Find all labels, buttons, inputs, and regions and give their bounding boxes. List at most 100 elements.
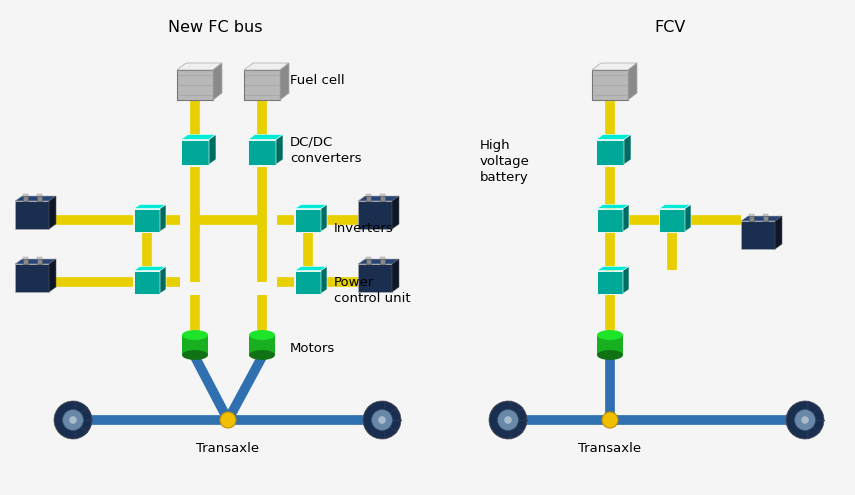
Bar [358,264,392,292]
Polygon shape [597,266,629,270]
Bar [763,214,768,216]
Ellipse shape [182,330,208,340]
Bar [22,194,27,196]
Bar [37,196,42,201]
Text: Inverters: Inverters [334,221,394,235]
Polygon shape [213,63,222,100]
Polygon shape [624,135,631,164]
Circle shape [54,401,92,439]
Bar [15,201,49,229]
Polygon shape [628,63,637,100]
Bar [763,216,768,221]
Bar [380,194,385,196]
Text: New FC bus: New FC bus [168,20,262,36]
Bar [659,208,685,232]
Circle shape [220,412,236,428]
Bar [249,335,275,355]
Polygon shape [592,63,637,70]
Polygon shape [775,216,782,249]
Polygon shape [659,204,691,208]
Bar [295,208,321,232]
Text: Transaxle: Transaxle [579,442,641,455]
Circle shape [363,401,401,439]
Text: High
voltage
battery: High voltage battery [480,140,530,185]
Circle shape [794,409,816,431]
Bar [37,259,42,264]
Polygon shape [209,135,216,164]
Text: Transaxle: Transaxle [197,442,260,455]
Polygon shape [244,63,289,70]
Circle shape [489,401,527,439]
Polygon shape [15,196,56,201]
Bar [592,70,628,100]
Bar [182,335,208,355]
Circle shape [378,416,386,424]
Polygon shape [160,266,166,294]
Polygon shape [181,135,216,140]
Bar [244,70,280,100]
Bar [597,335,623,355]
Circle shape [372,409,392,431]
Text: Motors: Motors [290,343,335,355]
Bar [15,264,49,292]
Circle shape [69,416,77,424]
Polygon shape [134,266,166,270]
Bar [22,196,27,201]
Circle shape [602,412,618,428]
Bar [181,140,209,164]
Bar [37,194,42,196]
Circle shape [62,409,84,431]
Polygon shape [248,135,283,140]
Polygon shape [49,196,56,229]
Polygon shape [597,204,629,208]
Circle shape [786,401,824,439]
Polygon shape [177,63,222,70]
Bar [380,257,385,259]
Text: DC/DC
converters: DC/DC converters [290,136,362,164]
Bar [365,257,370,259]
Bar [248,140,276,164]
Polygon shape [160,204,166,232]
Circle shape [504,416,512,424]
Ellipse shape [597,350,623,360]
Bar [597,208,623,232]
Circle shape [801,416,809,424]
Polygon shape [15,259,56,264]
Bar [295,270,321,294]
Bar [748,216,753,221]
Ellipse shape [249,350,275,360]
Text: FCV: FCV [654,20,686,36]
Polygon shape [295,204,327,208]
Ellipse shape [597,330,623,340]
Polygon shape [358,196,399,201]
Bar [177,70,213,100]
Bar [22,257,27,259]
Bar [597,270,623,294]
Bar [134,208,160,232]
Polygon shape [280,63,289,100]
Polygon shape [134,204,166,208]
Ellipse shape [182,350,208,360]
Polygon shape [741,216,782,221]
Bar [365,194,370,196]
Polygon shape [358,259,399,264]
Polygon shape [276,135,283,164]
Polygon shape [295,266,327,270]
Polygon shape [321,266,327,294]
Bar [365,196,370,201]
Bar [748,214,753,216]
Polygon shape [392,196,399,229]
Bar [358,201,392,229]
Polygon shape [596,135,631,140]
Polygon shape [392,259,399,292]
Bar [37,257,42,259]
Polygon shape [623,266,629,294]
Text: Fuel cell: Fuel cell [290,75,345,88]
Bar [134,270,160,294]
Polygon shape [321,204,327,232]
Bar [741,221,775,249]
Text: Power
control unit: Power control unit [334,276,410,304]
Bar [365,259,370,264]
Bar [380,259,385,264]
Bar [22,259,27,264]
